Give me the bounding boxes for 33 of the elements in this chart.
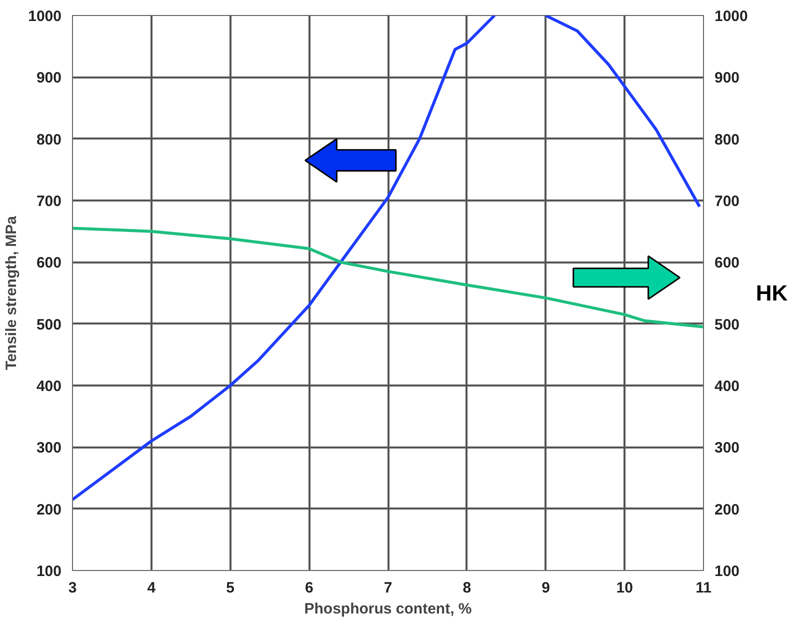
line-series bbox=[72, 226, 704, 328]
y2-tick-label: 400 bbox=[714, 378, 740, 395]
x-tick-label: 9 bbox=[542, 580, 550, 596]
y2-axis-title: HK bbox=[756, 280, 788, 306]
x-tick-label: 4 bbox=[147, 580, 156, 596]
y2-tick-label: 900 bbox=[714, 70, 740, 87]
y-tick-label: 900 bbox=[36, 70, 62, 87]
x-tick-label: 3 bbox=[68, 580, 77, 596]
y2-tick-label: 300 bbox=[714, 440, 740, 457]
y2-tick-label: 200 bbox=[714, 501, 740, 518]
x-tick-label: 10 bbox=[616, 580, 633, 596]
y-tick-label: 600 bbox=[36, 254, 62, 272]
y2-tick-label: 800 bbox=[714, 131, 740, 148]
y-tick-label: 200 bbox=[36, 501, 62, 518]
y2-tick-label: 600 bbox=[714, 254, 740, 272]
y2-tick-label: 700 bbox=[714, 193, 740, 210]
x-tick-label: 11 bbox=[696, 580, 712, 596]
y-tick-label: 1000 bbox=[28, 8, 62, 25]
x-tick-label: 7 bbox=[384, 580, 392, 596]
y-tick-label: 700 bbox=[36, 193, 62, 210]
y-tick-label: 100 bbox=[36, 563, 62, 580]
y-tick-label: 300 bbox=[36, 440, 62, 457]
x-tick-label: 8 bbox=[462, 580, 472, 596]
y-tick-label: 400 bbox=[36, 378, 62, 395]
y2-tick-label: 100 bbox=[714, 563, 740, 580]
y-axis-title: Tensile strength, MPa bbox=[3, 215, 20, 370]
x-axis-title: Phosphorus content, % bbox=[304, 600, 472, 618]
y-tick-label: 800 bbox=[36, 131, 62, 148]
y-tick-label: 500 bbox=[36, 316, 62, 334]
y2-tick-label: 500 bbox=[714, 316, 740, 334]
y2-tick-label: 1000 bbox=[714, 8, 748, 25]
x-tick-label: 6 bbox=[304, 580, 314, 596]
x-tick-label: 5 bbox=[226, 580, 234, 596]
